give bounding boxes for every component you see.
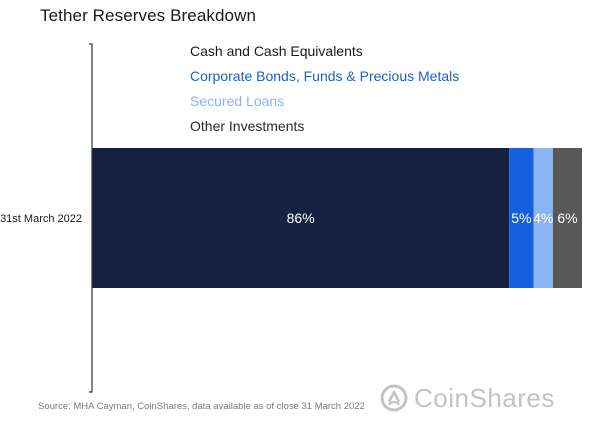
bar-label-3: 6%	[557, 210, 577, 226]
legend: Cash and Cash Equivalents Corporate Bond…	[190, 42, 459, 142]
logo-text: CoinShares	[414, 382, 555, 413]
bar-label-1: 5%	[511, 210, 531, 226]
bar-label-0: 86%	[287, 210, 315, 226]
bar-label-2: 4%	[533, 210, 553, 226]
legend-item-bonds: Corporate Bonds, Funds & Precious Metals	[190, 68, 460, 84]
coinshares-logo-icon	[380, 384, 408, 412]
bar-segment-1	[509, 148, 534, 288]
y-axis-line	[89, 43, 93, 393]
bar-segment-2	[533, 148, 553, 288]
chart-title: Tether Reserves Breakdown	[40, 6, 257, 25]
legend-item-other-investments: Other Investments	[190, 118, 305, 134]
bar-segment-0	[92, 148, 510, 288]
source-note: Source: MHA Cayman, CoinShares, data ava…	[38, 401, 365, 412]
legend-item-cash: Cash and Cash Equivalents	[190, 43, 363, 59]
legend-item-secured-loans: Secured Loans	[190, 93, 285, 109]
bar-segment-3	[552, 148, 582, 288]
coinshares-logo: CoinShares	[380, 380, 555, 416]
category-label-0: 31st March 2022	[0, 213, 82, 225]
